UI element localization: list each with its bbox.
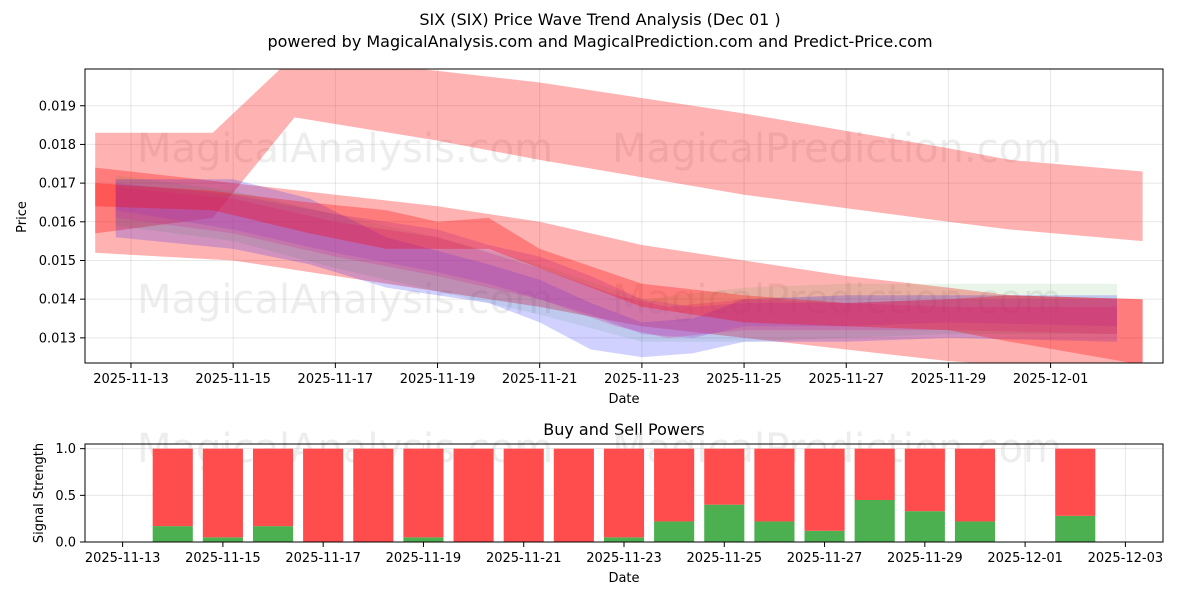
buy-power-bar [704, 504, 745, 542]
price-x-tick-label: 2025-11-25 [706, 372, 782, 387]
buy-power-bar [202, 537, 243, 542]
price-x-axis-label: Date [608, 392, 639, 407]
price-y-tick-label: 0.016 [39, 215, 76, 230]
price-band-purple-b [115, 187, 1117, 338]
buy-power-bar [403, 537, 444, 542]
sell-power-bar [252, 448, 294, 527]
price-y-axis-label: Price [15, 201, 30, 233]
price-x-ticks: 2025-11-13 2025-11-15 2025-11-17 2025-11-19… [93, 363, 1088, 387]
price-axes-frame [84, 68, 1164, 364]
price-x-tick-label: 2025-12-01 [1013, 372, 1089, 387]
price-y-tick-label: 0.017 [39, 177, 76, 192]
price-x-tick-label: 2025-11-15 [195, 372, 271, 387]
price-grid [85, 69, 1163, 363]
price-band-blue-wide [115, 179, 1117, 358]
sell-power-bar [403, 448, 444, 538]
buy-power-bar [754, 521, 795, 542]
price-band-red-upper [95, 69, 1143, 242]
watermark-text: MagicalAnalysis.com [137, 277, 553, 323]
watermark-text: MagicalPrediction.com [612, 126, 1062, 172]
sell-power-bar [904, 448, 945, 512]
sell-power-bar [503, 448, 544, 542]
sell-power-bar [453, 448, 494, 542]
price-y-tick-label: 0.015 [39, 254, 76, 269]
sell-power-bar [202, 448, 243, 538]
price-x-tick-label: 2025-11-21 [502, 372, 578, 387]
price-x-tick-label: 2025-11-19 [400, 372, 476, 387]
watermark-text: MagicalPrediction.com [612, 277, 1062, 323]
powers-x-tick-label: 2025-12-03 [1088, 551, 1164, 566]
price-y-ticks: 0.013 0.014 0.015 0.016 0.017 0.018 0.019 [39, 99, 85, 346]
buy-power-bar [954, 521, 996, 542]
sell-power-bar [353, 448, 394, 542]
sell-power-bar [152, 448, 193, 527]
powers-x-tick-label: 2025-11-19 [386, 551, 462, 566]
buy-power-bar [804, 530, 845, 542]
price-y-tick-label: 0.014 [39, 293, 76, 308]
powers-y-ticks: 0.0 0.5 1.0 [55, 442, 85, 551]
buy-power-bar [252, 526, 294, 542]
sell-power-bar [954, 448, 996, 522]
buy-power-bar [904, 511, 945, 542]
price-x-tick-label: 2025-11-13 [93, 372, 169, 387]
powers-x-tick-label: 2025-11-25 [686, 551, 762, 566]
powers-x-tick-label: 2025-11-23 [586, 551, 662, 566]
powers-x-ticks: 2025-11-13 2025-11-15 2025-11-17 2025-11-19… [85, 542, 1163, 566]
sell-power-bar [303, 448, 344, 542]
powers-x-tick-label: 2025-12-01 [987, 551, 1063, 566]
price-bands [95, 69, 1143, 363]
buy-power-bar [603, 537, 645, 542]
chart-title: SIX (SIX) Price Wave Trend Analysis (Dec… [419, 10, 780, 29]
price-band-purple-a [115, 183, 1117, 338]
price-x-tick-label: 2025-11-17 [298, 372, 374, 387]
powers-x-tick-label: 2025-11-17 [285, 551, 361, 566]
price-band-red-core [95, 183, 1143, 363]
price-watermarks: MagicalAnalysis.com MagicalPrediction.co… [137, 126, 1062, 323]
price-band-red-mid [95, 167, 1143, 363]
sell-power-bar [1055, 448, 1096, 516]
price-y-tick-label: 0.018 [39, 138, 76, 153]
sell-power-bar [553, 448, 594, 542]
powers-y-tick-label: 1.0 [55, 442, 76, 457]
powers-x-tick-label: 2025-11-13 [85, 551, 161, 566]
chart-subtitle: powered by MagicalAnalysis.com and Magic… [267, 32, 932, 51]
powers-x-axis-label: Date [608, 571, 639, 586]
buy-power-bar [854, 500, 895, 542]
powers-title: Buy and Sell Powers [543, 420, 705, 439]
price-y-tick-label: 0.019 [39, 99, 76, 114]
buy-power-bar [1055, 515, 1096, 542]
powers-y-tick-label: 0.5 [55, 489, 76, 504]
sell-power-bar [854, 448, 895, 500]
price-panel: MagicalAnalysis.com MagicalPrediction.co… [15, 68, 1164, 407]
price-x-tick-label: 2025-11-23 [604, 372, 680, 387]
sell-power-bar [754, 448, 795, 522]
powers-x-tick-label: 2025-11-21 [486, 551, 562, 566]
price-y-tick-label: 0.013 [39, 331, 76, 346]
price-x-tick-label: 2025-11-27 [808, 372, 884, 387]
powers-x-tick-label: 2025-11-15 [185, 551, 261, 566]
buy-power-bar [654, 521, 695, 542]
powers-panel: Buy and Sell Powers MagicalAnalysis.com … [32, 420, 1164, 586]
powers-bars [152, 448, 1096, 542]
price-band-green-faint [115, 175, 1117, 342]
sell-power-bar [804, 448, 845, 531]
price-x-tick-label: 2025-11-29 [911, 372, 987, 387]
powers-y-tick-label: 0.0 [55, 536, 76, 551]
buy-power-bar [152, 526, 193, 542]
powers-x-tick-label: 2025-11-29 [887, 551, 963, 566]
watermark-text: MagicalAnalysis.com [137, 126, 553, 172]
powers-x-tick-label: 2025-11-27 [787, 551, 863, 566]
sell-power-bar [654, 448, 695, 522]
powers-y-axis-label: Signal Strength [32, 443, 47, 543]
sell-power-bar [704, 448, 745, 505]
sell-power-bar [603, 448, 645, 538]
